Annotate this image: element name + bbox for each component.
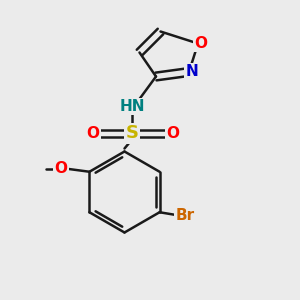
Text: O: O xyxy=(86,126,100,141)
Text: O: O xyxy=(54,161,68,176)
Text: HN: HN xyxy=(119,99,145,114)
Text: O: O xyxy=(194,36,208,51)
Text: S: S xyxy=(125,124,139,142)
Text: Br: Br xyxy=(176,208,195,223)
Text: O: O xyxy=(166,126,179,141)
Text: N: N xyxy=(186,64,198,80)
